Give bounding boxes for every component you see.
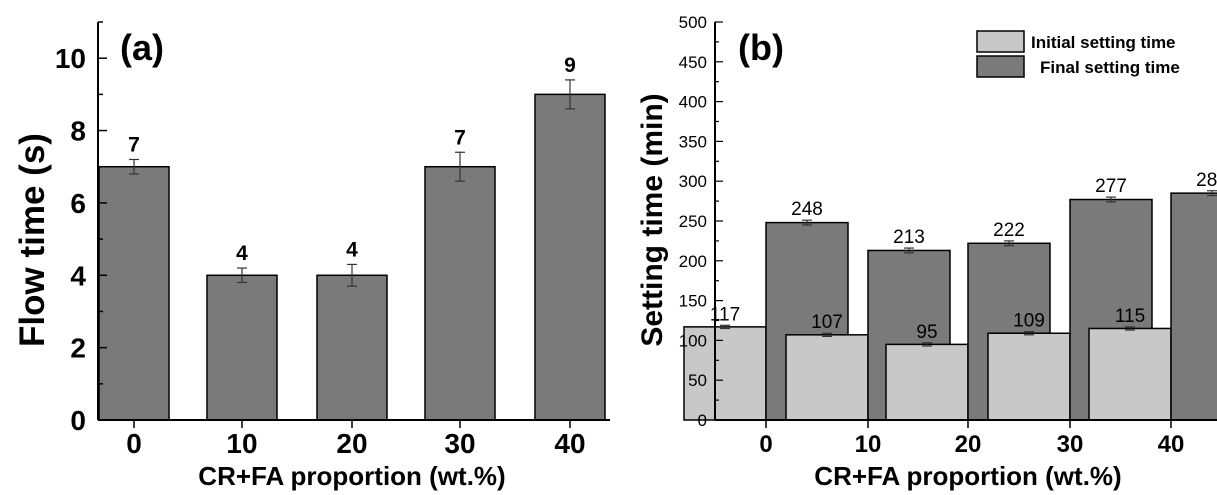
- axes-b: [714, 21, 1217, 428]
- data-label: 7: [128, 133, 140, 156]
- data-label: 4: [236, 242, 248, 265]
- bar: [424, 165, 496, 421]
- x-tick-label: 20: [336, 428, 367, 459]
- y-tick-label: 450: [679, 53, 707, 72]
- data-label: 7: [454, 126, 466, 149]
- bar: [1088, 327, 1172, 421]
- data-label: 107: [811, 312, 843, 333]
- data-label: 285: [1196, 170, 1217, 191]
- data-label: 109: [1013, 311, 1045, 332]
- panel-label-b: (b): [738, 27, 784, 68]
- axes-a: [97, 21, 610, 428]
- x-tick-labels-b: 0 10 20 30 40: [759, 431, 1184, 458]
- x-tick-label: 30: [1057, 431, 1084, 458]
- y-tick-label: 300: [679, 172, 707, 191]
- bar: [98, 165, 170, 421]
- error-bars-b: [720, 190, 1217, 347]
- x-tick-labels-a: 0 10 20 30 40: [126, 428, 585, 459]
- data-label: 4: [346, 238, 358, 261]
- panel-label-a: (a): [120, 27, 164, 68]
- y-tick-label: 500: [679, 13, 707, 32]
- chart-panel-b: 11724810721395222109277115285 0501001502…: [636, 13, 1217, 491]
- data-label: 9: [564, 54, 576, 77]
- bar: [534, 93, 606, 421]
- x-axis-label-b: CR+FA proportion (wt.%): [814, 461, 1121, 491]
- legend-label-final: Final setting time: [1040, 58, 1180, 77]
- legend: Initial setting time Final setting time: [976, 30, 1180, 78]
- y-axis-label-b: Setting time (min): [636, 93, 669, 346]
- data-label: 248: [791, 199, 823, 220]
- chart-panel-a: 7 4 4 7 9 0 2 4 6 8 10 0 10 20 30 40 (a) CR+FA propor…: [13, 21, 610, 491]
- bar: [785, 334, 869, 421]
- data-labels-a: 7 4 4 7 9: [128, 54, 576, 265]
- x-tick-label: 10: [855, 431, 882, 458]
- y-tick-label: 10: [55, 43, 86, 74]
- y-tick-label: 400: [679, 93, 707, 112]
- x-tick-label: 0: [759, 431, 772, 458]
- y-tick-label: 0: [698, 411, 707, 430]
- y-tick-label: 6: [70, 188, 86, 219]
- y-tick-label: 4: [70, 260, 86, 291]
- y-tick-label: 150: [679, 292, 707, 311]
- bar: [885, 343, 969, 421]
- bar: [316, 274, 388, 421]
- data-label: 115: [1115, 306, 1145, 327]
- bar: [1170, 192, 1217, 421]
- legend-swatch-final: [976, 55, 1025, 78]
- data-label: 213: [893, 227, 925, 248]
- x-tick-label: 40: [554, 428, 585, 459]
- y-tick-label: 8: [70, 116, 86, 147]
- x-tick-label: 0: [126, 428, 142, 459]
- y-tick-label: 50: [688, 371, 707, 390]
- bar: [206, 274, 278, 421]
- data-labels-b: 11724810721395222109277115285: [710, 170, 1217, 343]
- y-axis-label-a: Flow time (s): [13, 133, 52, 347]
- y-tick-labels-b: 0 50 100 150 200 250 300 350 400 450 500: [679, 13, 707, 430]
- data-label: 222: [993, 220, 1025, 241]
- bar: [683, 326, 767, 421]
- x-axis-label-a: CR+FA proportion (wt.%): [198, 461, 505, 491]
- x-tick-label: 10: [226, 428, 257, 459]
- error-bars-a: [129, 79, 575, 287]
- data-label: 277: [1095, 176, 1127, 197]
- y-tick-label: 250: [679, 212, 707, 231]
- legend-swatch-initial: [976, 30, 1025, 53]
- legend-label-initial: Initial setting time: [1031, 33, 1176, 52]
- y-tick-label: 100: [679, 331, 707, 350]
- y-tick-label: 350: [679, 132, 707, 151]
- data-label: 95: [916, 322, 937, 343]
- bars-b: [683, 192, 1217, 421]
- bar: [987, 332, 1071, 421]
- y-tick-labels-a: 0 2 4 6 8 10: [55, 43, 87, 436]
- x-tick-label: 20: [955, 431, 982, 458]
- x-tick-label: 30: [444, 428, 475, 459]
- x-tick-label: 40: [1158, 431, 1185, 458]
- y-tick-label: 0: [70, 405, 86, 436]
- y-tick-label: 200: [679, 252, 707, 271]
- y-tick-label: 2: [70, 333, 86, 364]
